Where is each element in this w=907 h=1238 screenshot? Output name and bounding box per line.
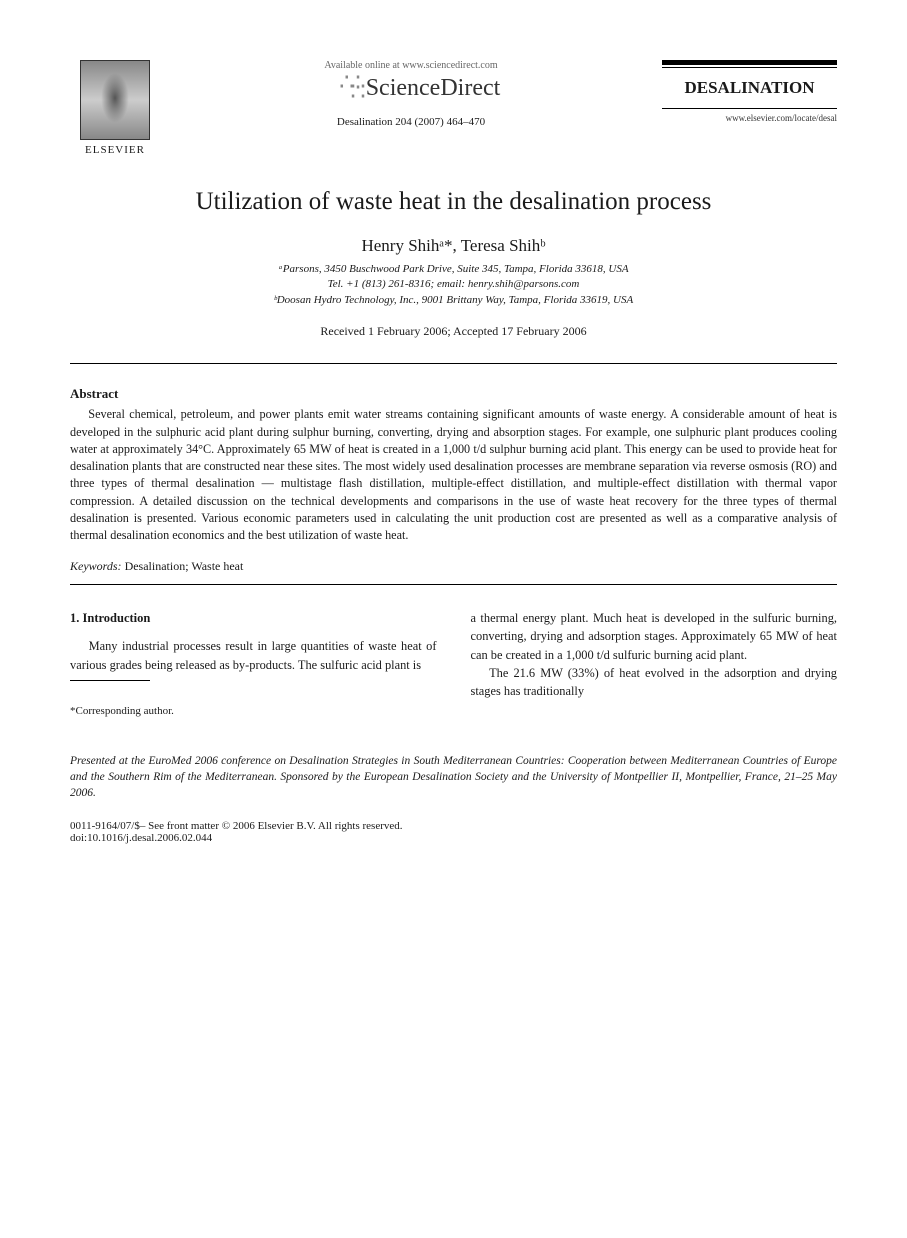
two-column-body: 1. Introduction Many industrial processe…	[70, 609, 837, 719]
center-header-block: Available online at www.sciencedirect.co…	[160, 60, 662, 128]
keywords-text: Desalination; Waste heat	[122, 559, 244, 573]
footnote-rule	[70, 680, 150, 681]
intro-right-p1: a thermal energy plant. Much heat is dev…	[471, 609, 838, 664]
publisher-name: ELSEVIER	[85, 144, 145, 156]
publisher-logo: ELSEVIER	[70, 60, 160, 160]
article-title: Utilization of waste heat in the desalin…	[70, 188, 837, 216]
right-column: a thermal energy plant. Much heat is dev…	[471, 609, 838, 719]
rule-below-keywords	[70, 584, 837, 585]
journal-rule-bottom	[662, 108, 837, 109]
journal-url: www.elsevier.com/locate/desal	[662, 113, 837, 123]
abstract-body: Several chemical, petroleum, and power p…	[70, 406, 837, 545]
keywords-line: Keywords: Desalination; Waste heat	[70, 559, 837, 574]
authors-line: Henry Shihᵃ*, Teresa Shihᵇ	[70, 236, 837, 256]
available-online-text: Available online at www.sciencedirect.co…	[180, 60, 642, 71]
header-row: ELSEVIER Available online at www.science…	[70, 60, 837, 160]
affiliation-b: ᵇDoosan Hydro Technology, Inc., 9001 Bri…	[70, 293, 837, 308]
intro-right-p2: The 21.6 MW (33%) of heat evolved in the…	[471, 664, 838, 701]
intro-heading: 1. Introduction	[70, 609, 437, 628]
sciencedirect-dots-icon: ∴∴∴	[322, 79, 362, 98]
sciencedirect-text: ScienceDirect	[366, 75, 501, 102]
corresponding-author-note: *Corresponding author.	[70, 703, 437, 719]
elsevier-tree-icon	[80, 60, 150, 140]
affiliation-a: ᵃParsons, 3450 Buschwood Park Drive, Sui…	[70, 262, 837, 277]
left-column: 1. Introduction Many industrial processe…	[70, 609, 437, 719]
journal-name: DESALINATION	[662, 78, 837, 98]
affiliation-contact: Tel. +1 (813) 261-8316; email: henry.shi…	[70, 277, 837, 292]
journal-block: DESALINATION www.elsevier.com/locate/des…	[662, 60, 837, 123]
citation-line: Desalination 204 (2007) 464–470	[180, 116, 642, 128]
rule-above-abstract	[70, 363, 837, 364]
doi-line: doi:10.1016/j.desal.2006.02.044	[70, 832, 837, 844]
conference-note: Presented at the EuroMed 2006 conference…	[70, 753, 837, 801]
received-accepted-dates: Received 1 February 2006; Accepted 17 Fe…	[70, 324, 837, 339]
intro-left-p1: Many industrial processes result in larg…	[70, 637, 437, 674]
keywords-label: Keywords:	[70, 559, 122, 573]
journal-rule-top	[662, 60, 837, 68]
sciencedirect-logo: ∴∴∴ ScienceDirect	[180, 75, 642, 102]
abstract-heading: Abstract	[70, 386, 837, 402]
copyright-line: 0011-9164/07/$– See front matter © 2006 …	[70, 820, 837, 832]
